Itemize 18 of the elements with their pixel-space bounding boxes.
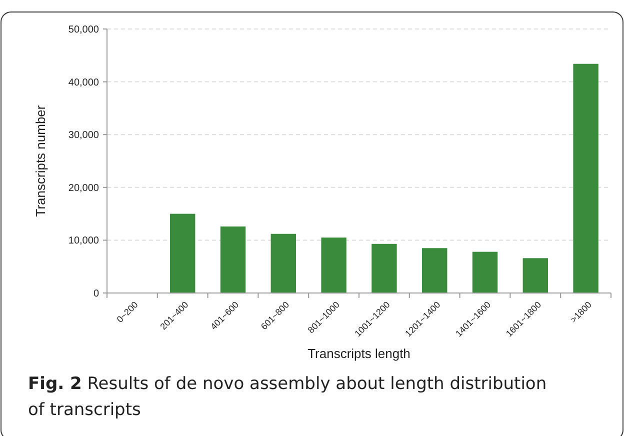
text: Fig. 2 Results of de novo assembly about length distribution of transcripts	[28, 374, 547, 420]
bar	[522, 258, 548, 293]
y-tick-label: 0	[93, 288, 100, 300]
y-tick-label: 30,000	[68, 130, 100, 142]
y-tick-label: 40,000	[68, 77, 100, 88]
y-tick-label: 10,000	[68, 236, 100, 247]
bar	[372, 244, 397, 293]
bar	[472, 252, 498, 293]
bar	[573, 64, 598, 293]
bar	[170, 214, 196, 293]
bar	[422, 248, 448, 293]
y-axis-title: Transcripts number	[33, 104, 48, 217]
bar	[220, 226, 246, 293]
x-axis-title: Transcripts length	[308, 346, 410, 361]
y-tick-label: 50,000	[68, 24, 100, 36]
bar	[321, 238, 346, 293]
bar	[270, 234, 296, 293]
y-tick-label: 20,000	[68, 182, 100, 194]
